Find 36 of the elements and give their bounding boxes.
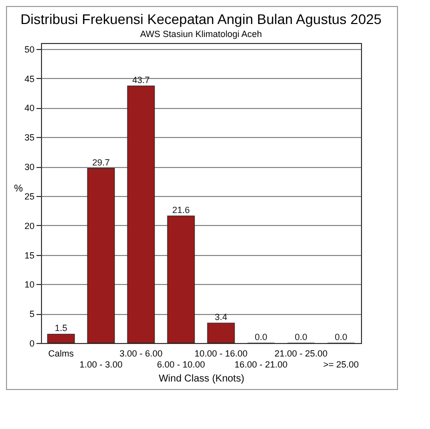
y-tick-label: 10 xyxy=(24,280,34,290)
x-tick-label: >= 25.00 xyxy=(323,360,359,370)
data-label: 0.0 xyxy=(334,332,348,342)
x-tick-label: 21.00 - 25.00 xyxy=(274,348,328,358)
y-tick-label: 20 xyxy=(24,220,34,231)
x-tick-label: 16.00 - 21.00 xyxy=(234,360,288,370)
bar xyxy=(127,86,155,344)
bar xyxy=(207,322,235,344)
bar xyxy=(47,334,75,344)
y-axis-title: % xyxy=(14,184,24,194)
x-tick-label: 10.00 - 16.00 xyxy=(194,348,248,358)
y-tick-label: 0 xyxy=(29,338,34,348)
data-label: 43.7 xyxy=(132,74,150,85)
chart-subtitle: AWS Stasiun Klimatologi Aceh xyxy=(140,29,262,39)
y-tick-label: 30 xyxy=(24,162,34,172)
y-tick-label: 25 xyxy=(24,191,34,202)
y-tick-label: 5 xyxy=(29,309,34,320)
y-tick-label: 50 xyxy=(24,44,34,54)
x-axis-title: Wind Class (Knots) xyxy=(158,374,244,384)
y-tick-label: 15 xyxy=(24,250,34,260)
x-tick-label: Calms xyxy=(48,348,74,358)
data-label: 29.7 xyxy=(92,157,110,168)
x-tick-label: 3.00 - 6.00 xyxy=(119,348,163,358)
data-label: 1.5 xyxy=(54,323,68,334)
y-tick-label: 35 xyxy=(24,132,34,143)
bar xyxy=(87,168,115,344)
chart-title: Distribusi Frekuensi Kecepatan Angin Bulan Agustus 2025 xyxy=(20,11,382,27)
x-tick-label: 6.00 - 10.00 xyxy=(156,360,206,370)
data-label: 0.0 xyxy=(294,332,308,342)
bar xyxy=(167,216,195,344)
data-label: 21.6 xyxy=(172,204,190,215)
data-label: 3.4 xyxy=(214,312,228,322)
y-tick-label: 45 xyxy=(24,74,34,84)
x-tick-label: 1.00 - 3.00 xyxy=(79,360,123,370)
data-label: 0.0 xyxy=(254,332,268,342)
y-tick-label: 40 xyxy=(24,103,34,114)
